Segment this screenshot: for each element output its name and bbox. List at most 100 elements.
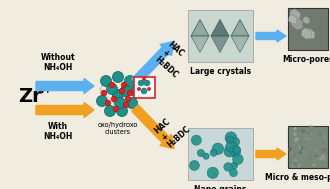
- Circle shape: [141, 88, 147, 94]
- Circle shape: [233, 146, 241, 153]
- Circle shape: [293, 153, 296, 156]
- Circle shape: [323, 157, 326, 161]
- Circle shape: [191, 135, 201, 145]
- FancyArrow shape: [36, 102, 94, 118]
- Circle shape: [107, 84, 117, 94]
- Circle shape: [212, 143, 224, 155]
- Circle shape: [109, 82, 115, 88]
- Text: Micro-pores: Micro-pores: [282, 55, 330, 64]
- Circle shape: [323, 136, 326, 138]
- Circle shape: [231, 137, 240, 146]
- Circle shape: [313, 164, 315, 167]
- Circle shape: [315, 155, 317, 158]
- FancyBboxPatch shape: [288, 8, 328, 50]
- Circle shape: [319, 158, 322, 161]
- Circle shape: [189, 160, 199, 170]
- Circle shape: [121, 82, 127, 88]
- Polygon shape: [291, 17, 303, 29]
- Circle shape: [229, 169, 238, 177]
- Polygon shape: [303, 16, 310, 24]
- Circle shape: [225, 132, 237, 144]
- FancyBboxPatch shape: [134, 77, 154, 98]
- Circle shape: [123, 102, 129, 108]
- Polygon shape: [290, 9, 300, 20]
- Circle shape: [203, 153, 209, 159]
- Circle shape: [144, 80, 150, 86]
- Polygon shape: [211, 19, 229, 36]
- FancyBboxPatch shape: [188, 10, 253, 62]
- Circle shape: [207, 167, 218, 178]
- Circle shape: [307, 132, 309, 134]
- FancyArrow shape: [256, 148, 286, 160]
- Circle shape: [226, 141, 237, 152]
- Circle shape: [301, 129, 305, 133]
- Circle shape: [138, 80, 144, 86]
- Text: HAC
+
H₂BDC: HAC + H₂BDC: [153, 40, 192, 80]
- Text: 4+: 4+: [38, 85, 53, 95]
- Circle shape: [297, 164, 301, 168]
- Circle shape: [300, 146, 303, 149]
- Circle shape: [227, 136, 234, 143]
- Circle shape: [291, 163, 296, 168]
- Circle shape: [233, 154, 243, 165]
- Circle shape: [299, 146, 301, 149]
- Circle shape: [291, 143, 293, 145]
- Circle shape: [224, 146, 235, 157]
- Circle shape: [101, 75, 112, 87]
- Circle shape: [142, 77, 146, 81]
- FancyArrow shape: [36, 78, 94, 94]
- Circle shape: [120, 85, 131, 97]
- FancyArrow shape: [256, 30, 286, 42]
- Circle shape: [314, 149, 317, 152]
- Circle shape: [113, 106, 119, 112]
- Circle shape: [105, 100, 111, 106]
- Circle shape: [300, 132, 303, 134]
- FancyArrow shape: [132, 105, 174, 149]
- Circle shape: [309, 125, 314, 130]
- Circle shape: [197, 149, 205, 157]
- Circle shape: [320, 155, 325, 159]
- Circle shape: [96, 95, 108, 106]
- Circle shape: [130, 85, 142, 97]
- Circle shape: [317, 129, 320, 132]
- Text: With
NH₄OH: With NH₄OH: [43, 122, 73, 141]
- Circle shape: [315, 144, 318, 147]
- Text: Zr: Zr: [18, 88, 42, 106]
- Circle shape: [127, 90, 133, 96]
- Circle shape: [288, 147, 292, 151]
- Circle shape: [292, 153, 295, 155]
- Circle shape: [294, 162, 297, 166]
- Circle shape: [315, 156, 318, 159]
- Circle shape: [116, 105, 127, 116]
- Circle shape: [224, 163, 232, 171]
- Circle shape: [115, 98, 125, 108]
- Text: oxo/hydroxo
clusters: oxo/hydroxo clusters: [98, 122, 138, 136]
- FancyBboxPatch shape: [188, 128, 253, 180]
- Circle shape: [294, 137, 299, 142]
- Polygon shape: [301, 28, 312, 39]
- Circle shape: [124, 75, 136, 87]
- Circle shape: [231, 162, 238, 169]
- Circle shape: [293, 132, 297, 136]
- Text: Without
NH₄OH: Without NH₄OH: [41, 53, 75, 72]
- Circle shape: [305, 137, 307, 139]
- Circle shape: [323, 148, 326, 152]
- Text: HAC
+
H₂BDC: HAC + H₂BDC: [153, 110, 192, 150]
- Circle shape: [147, 87, 151, 91]
- Circle shape: [323, 141, 326, 144]
- Circle shape: [113, 90, 123, 101]
- Circle shape: [119, 88, 125, 94]
- Circle shape: [299, 151, 302, 154]
- Circle shape: [210, 149, 217, 156]
- Polygon shape: [306, 29, 315, 39]
- Circle shape: [304, 150, 307, 154]
- Circle shape: [294, 127, 297, 130]
- Circle shape: [111, 96, 117, 102]
- Circle shape: [319, 162, 322, 164]
- Circle shape: [294, 159, 298, 163]
- Circle shape: [229, 146, 241, 157]
- Text: Large crystals: Large crystals: [190, 67, 251, 76]
- Polygon shape: [231, 36, 249, 53]
- Polygon shape: [191, 19, 209, 36]
- Circle shape: [105, 105, 115, 116]
